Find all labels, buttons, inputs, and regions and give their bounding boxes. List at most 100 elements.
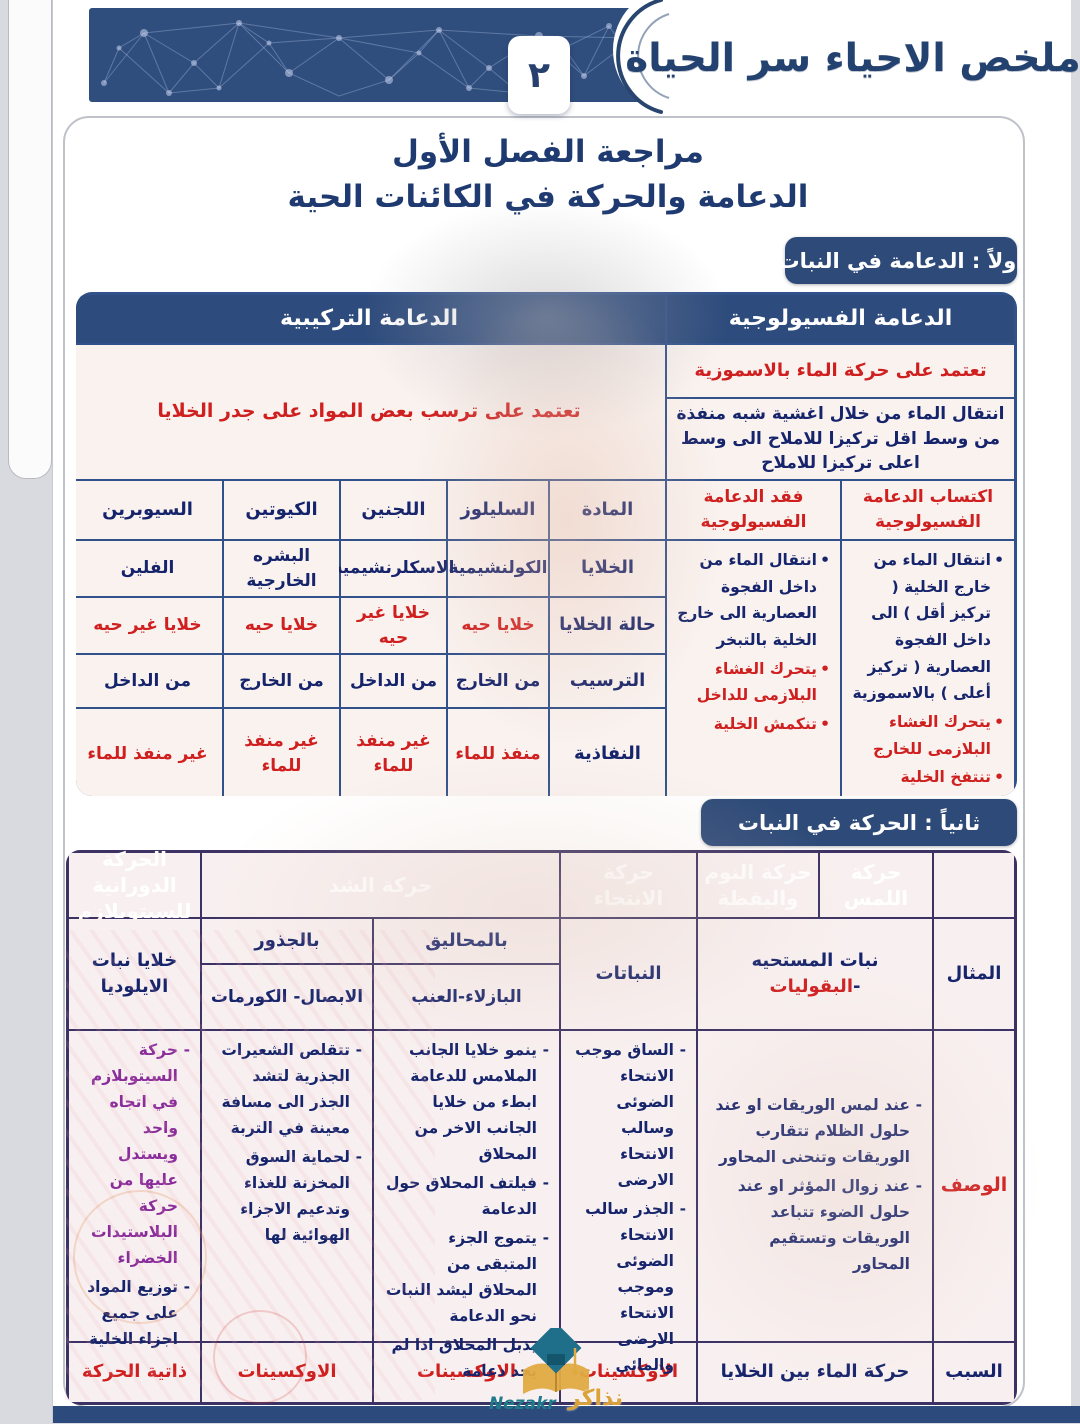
roots-example: الابصال- الكورمات bbox=[210, 986, 364, 1007]
example-mimosa: نبات المستحيه - bbox=[751, 949, 879, 997]
row-label-permeability: النفاذية bbox=[550, 709, 665, 796]
gain-point: يتحرك الغشاء البلازمى للخارج bbox=[852, 709, 1004, 762]
deposition-lignin: من الداخل bbox=[341, 655, 446, 707]
loss-point: تنكمش الخلية bbox=[677, 711, 830, 738]
touch-header: حركة اللمس bbox=[820, 853, 932, 917]
material-cellulose: السليلوز bbox=[448, 481, 548, 539]
state-cutin: خلايا حيه bbox=[224, 598, 339, 653]
description-item: ينمو خلايا الجانب الملامس للدعامة ابطء م… bbox=[384, 1037, 549, 1167]
structural-header: الدعامة التركيبية bbox=[76, 295, 665, 343]
description-item: لحماية السوق المخزنة للغذاء وتدعيم الاجز… bbox=[212, 1144, 362, 1248]
row-label-deposition: الترسيب bbox=[550, 655, 665, 707]
physiological-mechanism: انتقال الماء من خلال اغشية شبه منفذة من … bbox=[667, 399, 1014, 479]
loss-point: يتحرك الغشاء البلازمى للداخل bbox=[677, 656, 830, 709]
roots-subheader: بالجذور bbox=[202, 919, 372, 965]
tendrils-example: البازلاء-العنب bbox=[411, 986, 522, 1007]
sleep-header: حركة النوم واليقظة bbox=[698, 853, 818, 917]
row-label-material: المادة bbox=[550, 481, 665, 539]
doc-title: مراجعة الفصل الأول الدعامة والحركة في ال… bbox=[83, 130, 1013, 220]
description-item: يذبل المحلاق اذا لم يجد دعامة bbox=[384, 1332, 549, 1384]
description-item: عند لمس الوريقات او عند حلول الظلام تتقا… bbox=[708, 1092, 922, 1170]
description-item: فيلتف المحلاق حول الدعامة bbox=[384, 1170, 549, 1222]
cells-cellulose: الكولنشيمية bbox=[448, 541, 548, 596]
description-item: يتموج الجزء المتبقى من المحلاق ليشد النب… bbox=[384, 1225, 549, 1329]
description-item: توزيع المواد على جميع اجزاء الخلية bbox=[79, 1274, 190, 1352]
material-cutin: الكيوتين bbox=[224, 481, 339, 539]
permeability-suberin: غير منفذ للماء bbox=[76, 709, 222, 796]
state-suberin: خلايا غير حيه bbox=[76, 598, 222, 653]
section2-badge: ثانياً : الحركة في النبات bbox=[701, 799, 1017, 846]
example-tendrils: بالمحاليق البازلاء-العنب bbox=[374, 919, 559, 1029]
description-roots: تتقلص الشعيرات الجذرية لتشد الجذر الى مس… bbox=[202, 1031, 372, 1341]
tropism-header: حركة الانتحاء bbox=[561, 853, 696, 917]
example-legumes: البقوليات bbox=[769, 976, 853, 997]
material-lignin: اللجنين bbox=[341, 481, 446, 539]
gain-point: انتقال الماء من خارج الخلية ( تركيز أقل … bbox=[852, 547, 1004, 707]
gain-title: اكتساب الدعامة الفسيولوجية bbox=[842, 481, 1014, 539]
deposition-cellulose: من الخارج bbox=[448, 655, 548, 707]
permeability-lignin: غير منفذ للماء bbox=[341, 709, 446, 796]
nezakr-watermark: نذاكر Nezakr bbox=[471, 1322, 641, 1420]
tendrils-subheader: بالمحاليق bbox=[374, 919, 559, 965]
corner-cell bbox=[934, 853, 1014, 917]
description-tendrils: ينمو خلايا الجانب الملامس للدعامة ابطء م… bbox=[374, 1031, 559, 1380]
cells-suberin: الفلين bbox=[76, 541, 222, 596]
description-tropism: الساق موجب الانتحاء الضوئى وسالب الانتحا… bbox=[561, 1031, 696, 1374]
row-label-cells: الخلايا bbox=[550, 541, 665, 596]
description-item: عند زوال المؤثر او عند حلول الضوء تتباعد… bbox=[708, 1173, 922, 1277]
deposition-cutin: من الخارج bbox=[224, 655, 339, 707]
cause-touch-sleep: حركة الماء بين الخلايا bbox=[698, 1343, 932, 1402]
example-cyclosis: خلايا نبات الايلوديا bbox=[69, 919, 200, 1029]
previous-page-edge bbox=[8, 0, 52, 479]
cells-lignin: الاسكلرنشيمية bbox=[333, 541, 454, 596]
support-table: الدعامة الفسيولوجية الدعامة التركيبية تع… bbox=[76, 292, 1017, 796]
cells-cutin: البشره الخارجية bbox=[224, 541, 339, 596]
page-card: ٢ ملخص الاحياء سر الحياة مراجعة الفصل ال… bbox=[52, 0, 1080, 1423]
row-label-state: حالة الخلايا bbox=[550, 598, 665, 653]
description-item: تتقلص الشعيرات الجذرية لتشد الجذر الى مس… bbox=[212, 1037, 362, 1141]
movement-table: حركة اللمس حركة النوم واليقظة حركة الانت… bbox=[66, 850, 1017, 1405]
state-cellulose: خلايا حيه bbox=[448, 598, 548, 653]
example-roots: بالجذور الابصال- الكورمات bbox=[202, 919, 372, 1029]
description-item: حركة السيتوبلازم في اتجاه واحد ويستدل عل… bbox=[79, 1037, 190, 1271]
cyclosis-header: الحركة الدورانية للسيتوبلازم bbox=[69, 850, 200, 923]
watermark-latin: Nezakr bbox=[489, 1394, 556, 1414]
permeability-cutin: غير منفذ للماء bbox=[224, 709, 339, 796]
doc-title-line2: الدعامة والحركة في الكائنات الحية bbox=[287, 178, 809, 215]
header-banner bbox=[89, 8, 673, 102]
gain-points: انتقال الماء من خارج الخلية ( تركيز أقل … bbox=[842, 541, 1014, 796]
brand-title: ملخص الاحياء سر الحياة bbox=[625, 35, 1080, 81]
tension-header: حركة الشد bbox=[202, 853, 559, 917]
material-suberin: السيوبرين bbox=[76, 481, 222, 539]
loss-point: انتقال الماء من داخل الفجوة العصارية الى… bbox=[677, 547, 830, 654]
cause-roots: الاوكسينات bbox=[202, 1343, 372, 1402]
state-lignin: خلايا غير حيه bbox=[341, 598, 446, 653]
description-item: الساق موجب الانتحاء الضوئى وسالب الانتحا… bbox=[571, 1037, 686, 1193]
row-label-cause: السبب bbox=[934, 1343, 1014, 1402]
description-item: الجذر سالب الانتحاء الضوئى وموجب الانتحا… bbox=[571, 1196, 686, 1378]
page-number: ٢ bbox=[508, 36, 570, 114]
example-touch-sleep: نبات المستحيه -البقوليات bbox=[698, 919, 932, 1029]
gain-point: تنتفخ الخلية bbox=[852, 764, 1004, 791]
cause-cyclosis: ذاتية الحركة bbox=[69, 1343, 200, 1402]
network-pattern-icon bbox=[101, 20, 665, 97]
loss-points: انتقال الماء من داخل الفجوة العصارية الى… bbox=[667, 541, 840, 796]
graduation-book-icon bbox=[523, 1322, 589, 1394]
row-label-description: الوصف bbox=[934, 1031, 1014, 1341]
physiological-basis: تعتمد على حركة الماء بالاسموزية bbox=[667, 345, 1014, 397]
section1-badge: أولاً : الدعامة في النبات bbox=[779, 237, 1023, 284]
footer-bar bbox=[53, 1406, 1080, 1423]
structural-basis: تعتمد على ترسب بعض المواد على جدر الخلاي… bbox=[76, 345, 665, 479]
example-tropism: النباتات bbox=[561, 919, 696, 1029]
watermark-arabic: نذاكر bbox=[568, 1386, 623, 1411]
permeability-cellulose: منفذ للماء bbox=[448, 709, 548, 796]
doc-title-line1: مراجعة الفصل الأول bbox=[392, 134, 704, 170]
deposition-suberin: من الداخل bbox=[76, 655, 222, 707]
crescent-icon bbox=[616, 0, 670, 114]
description-touch-sleep: عند لمس الوريقات او عند حلول الظلام تتقا… bbox=[698, 1031, 932, 1341]
loss-title: فقد الدعامة الفسيولوجية bbox=[667, 481, 840, 539]
row-label-example: المثال bbox=[934, 919, 1014, 1029]
physiological-header: الدعامة الفسيولوجية bbox=[667, 295, 1014, 343]
description-cyclosis: حركة السيتوبلازم في اتجاه واحد ويستدل عل… bbox=[69, 1031, 200, 1348]
